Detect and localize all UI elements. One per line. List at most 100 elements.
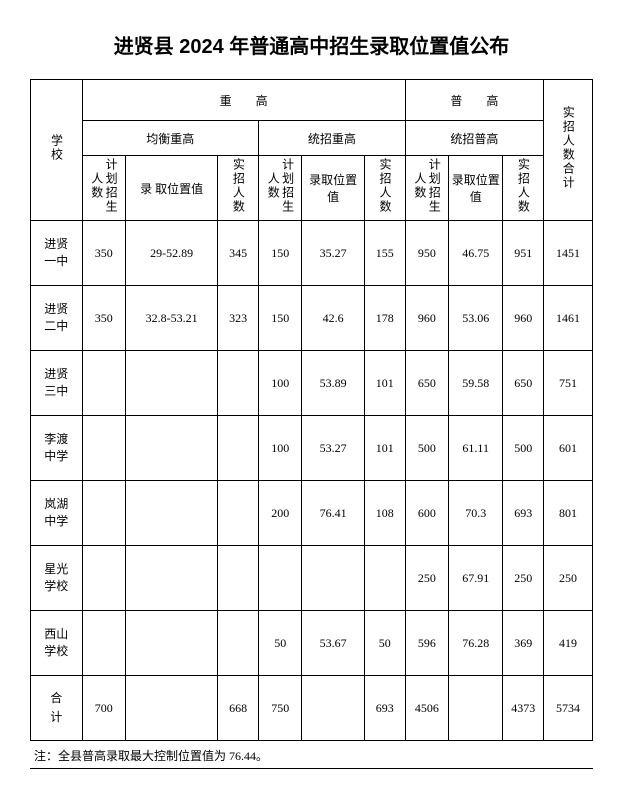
- table-cell: 250: [405, 546, 448, 611]
- table-cell: 369: [503, 611, 544, 676]
- header-pugao: 普高: [405, 80, 543, 121]
- table-cell: 150: [259, 221, 302, 286]
- table-cell: 693: [364, 676, 405, 741]
- table-cell: [218, 611, 259, 676]
- table-cell: 200: [259, 481, 302, 546]
- table-cell: 53.06: [449, 286, 503, 351]
- header-school: 学校: [31, 80, 83, 221]
- table-cell: [218, 546, 259, 611]
- admission-table: 学校 重高 普高 实招人数合计 均衡重高 统招重高 统招普高 计划招生人数 录 …: [30, 79, 593, 741]
- table-cell: 419: [544, 611, 593, 676]
- table-cell: 61.11: [449, 416, 503, 481]
- table-row: 进贤 三中10053.8910165059.58650751: [31, 351, 593, 416]
- table-cell: [126, 481, 218, 546]
- table-cell: 155: [364, 221, 405, 286]
- table-cell: 951: [503, 221, 544, 286]
- table-cell: 70.3: [449, 481, 503, 546]
- table-cell: [259, 546, 302, 611]
- table-cell: 76.41: [302, 481, 364, 546]
- table-cell: 350: [82, 221, 125, 286]
- table-cell: 32.8-53.21: [126, 286, 218, 351]
- header-junheng: 均衡重高: [82, 121, 258, 156]
- table-cell: 693: [503, 481, 544, 546]
- table-cell: 50: [259, 611, 302, 676]
- table-cell: 601: [544, 416, 593, 481]
- header-plan: 计划招生人数: [405, 156, 448, 221]
- table-body: 进贤 一中35029-52.8934515035.2715595046.7595…: [31, 221, 593, 741]
- table-cell: 101: [364, 351, 405, 416]
- table-cell: 250: [503, 546, 544, 611]
- table-row: 进贤 一中35029-52.8934515035.2715595046.7595…: [31, 221, 593, 286]
- header-plan: 计划招生人数: [82, 156, 125, 221]
- table-cell: 650: [405, 351, 448, 416]
- table-row: 李渡 中学10053.2710150061.11500601: [31, 416, 593, 481]
- table-cell: 100: [259, 416, 302, 481]
- table-cell: 西山 学校: [31, 611, 83, 676]
- table-cell: 进贤 二中: [31, 286, 83, 351]
- table-cell: 46.75: [449, 221, 503, 286]
- table-cell: [82, 416, 125, 481]
- table-cell: 合 计: [31, 676, 83, 741]
- table-cell: [218, 351, 259, 416]
- header-total: 实招人数合计: [544, 80, 593, 221]
- table-cell: 进贤 一中: [31, 221, 83, 286]
- table-cell: [302, 546, 364, 611]
- table-cell: 5734: [544, 676, 593, 741]
- table-cell: 星光 学校: [31, 546, 83, 611]
- table-cell: [126, 546, 218, 611]
- header-plan: 计划招生人数: [259, 156, 302, 221]
- table-cell: 35.27: [302, 221, 364, 286]
- table-cell: 960: [405, 286, 448, 351]
- table-cell: [302, 676, 364, 741]
- header-actual: 实招人数: [218, 156, 259, 221]
- table-cell: [82, 546, 125, 611]
- table-cell: 150: [259, 286, 302, 351]
- header-score: 录取位置值: [449, 156, 503, 221]
- table-cell: 750: [259, 676, 302, 741]
- table-cell: 250: [544, 546, 593, 611]
- table-cell: 345: [218, 221, 259, 286]
- table-cell: 650: [503, 351, 544, 416]
- table-cell: 1461: [544, 286, 593, 351]
- table-cell: 700: [82, 676, 125, 741]
- table-cell: 岚湖 中学: [31, 481, 83, 546]
- table-cell: 4506: [405, 676, 448, 741]
- table-cell: 108: [364, 481, 405, 546]
- table-cell: 178: [364, 286, 405, 351]
- table-cell: 53.27: [302, 416, 364, 481]
- page-title: 进贤县 2024 年普通高中招生录取位置值公布: [30, 30, 593, 59]
- table-cell: [364, 546, 405, 611]
- table-cell: [82, 481, 125, 546]
- table-cell: 进贤 三中: [31, 351, 83, 416]
- table-cell: 668: [218, 676, 259, 741]
- table-cell: 960: [503, 286, 544, 351]
- footnote: 注：全县普高录取最大控制位置值为 76.44。: [30, 747, 593, 769]
- table-row: 西山 学校5053.675059676.28369419: [31, 611, 593, 676]
- table-cell: 53.67: [302, 611, 364, 676]
- table-cell: [218, 416, 259, 481]
- table-cell: 600: [405, 481, 448, 546]
- table-cell: 76.28: [449, 611, 503, 676]
- table-cell: [449, 676, 503, 741]
- table-cell: 59.58: [449, 351, 503, 416]
- table-row: 星光 学校25067.91250250: [31, 546, 593, 611]
- table-cell: [126, 416, 218, 481]
- table-cell: [218, 481, 259, 546]
- table-cell: 29-52.89: [126, 221, 218, 286]
- table-cell: 751: [544, 351, 593, 416]
- header-score: 录取位置值: [302, 156, 364, 221]
- table-cell: 李渡 中学: [31, 416, 83, 481]
- table-cell: 50: [364, 611, 405, 676]
- table-cell: 1451: [544, 221, 593, 286]
- header-actual: 实招人数: [364, 156, 405, 221]
- header-score: 录 取位置值: [126, 156, 218, 221]
- table-cell: 101: [364, 416, 405, 481]
- header-actual: 实招人数: [503, 156, 544, 221]
- table-cell: 500: [503, 416, 544, 481]
- table-cell: [126, 611, 218, 676]
- table-cell: [126, 351, 218, 416]
- table-row: 岚湖 中学20076.4110860070.3693801: [31, 481, 593, 546]
- table-cell: 950: [405, 221, 448, 286]
- header-tongzhao-pg: 统招普高: [405, 121, 543, 156]
- header-zhonggao: 重高: [82, 80, 405, 121]
